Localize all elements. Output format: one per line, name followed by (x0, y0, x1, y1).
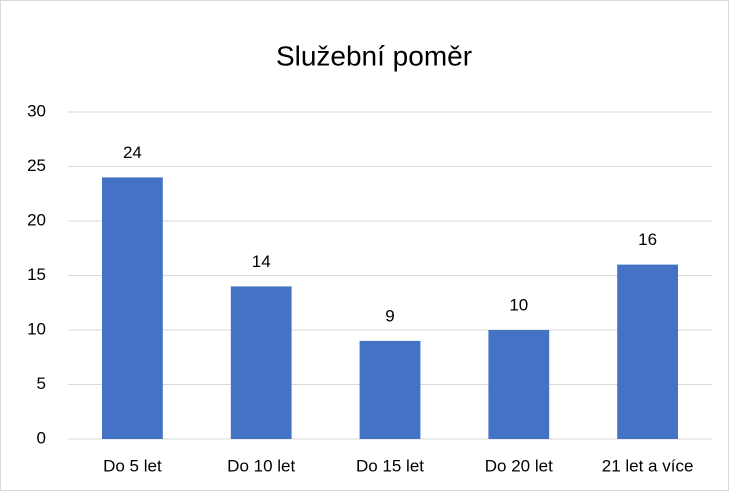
x-tick-label: Do 5 let (103, 456, 162, 475)
y-tick-label: 25 (27, 156, 46, 175)
x-tick-label: Do 15 let (356, 456, 424, 475)
data-label: 14 (252, 252, 271, 271)
data-label: 10 (509, 295, 528, 314)
y-tick-label: 30 (27, 101, 46, 120)
data-label: 24 (123, 143, 142, 162)
data-label: 9 (385, 306, 394, 325)
y-tick-label: 15 (27, 265, 46, 284)
bar (230, 286, 292, 439)
chart-title: Služební poměr (276, 40, 472, 71)
y-tick-label: 20 (27, 210, 46, 229)
bar (102, 177, 163, 439)
x-tick-label: Do 10 let (227, 456, 295, 475)
data-label: 16 (638, 230, 657, 249)
x-tick-label: 21 let a více (602, 456, 694, 475)
bar (359, 340, 421, 439)
y-tick-label: 10 (27, 319, 46, 338)
x-tick-label: Do 20 let (485, 456, 553, 475)
y-tick-label: 0 (37, 428, 46, 447)
bar (617, 264, 678, 439)
bar (488, 330, 550, 439)
y-tick-label: 5 (37, 374, 46, 393)
